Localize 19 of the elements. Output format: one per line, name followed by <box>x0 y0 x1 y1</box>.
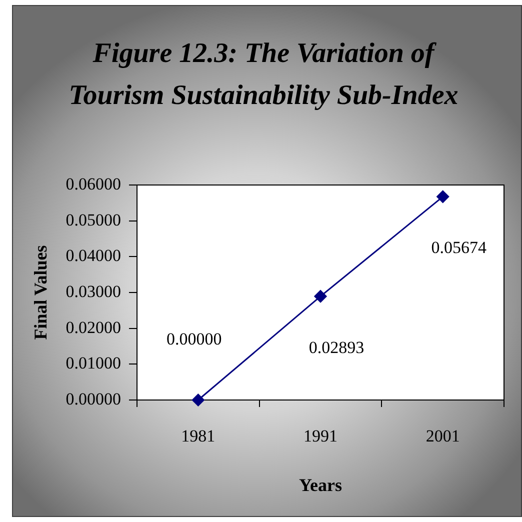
point <box>314 290 327 303</box>
y-tick-label: 0.02000 <box>66 318 121 337</box>
y-tick-label: 0.05000 <box>66 210 121 230</box>
data-label: 0.00000 <box>166 329 222 348</box>
chart-title: Figure 12.3: The Variation of Tourism Sustainability Sub-Index <box>68 38 458 112</box>
y-tick-label: 0.01000 <box>66 354 121 373</box>
point <box>192 394 204 406</box>
point <box>436 190 450 203</box>
y-tick-label: 0.00000 <box>66 389 121 408</box>
x-tick-label: 1991 <box>304 426 338 446</box>
y-tick-label: 0.04000 <box>66 246 121 266</box>
y-axis-title: Final Values <box>30 245 50 340</box>
y-tick-label: 0.03000 <box>66 282 121 301</box>
x-tick-label: 1981 <box>181 426 216 446</box>
x-tick-label: 2001 <box>426 426 460 446</box>
data-label: 0.02893 <box>308 338 364 357</box>
y-tick-label: 0.06000 <box>66 174 121 194</box>
data-label: 0.05674 <box>431 238 487 258</box>
x-axis-title: Years <box>299 474 342 495</box>
